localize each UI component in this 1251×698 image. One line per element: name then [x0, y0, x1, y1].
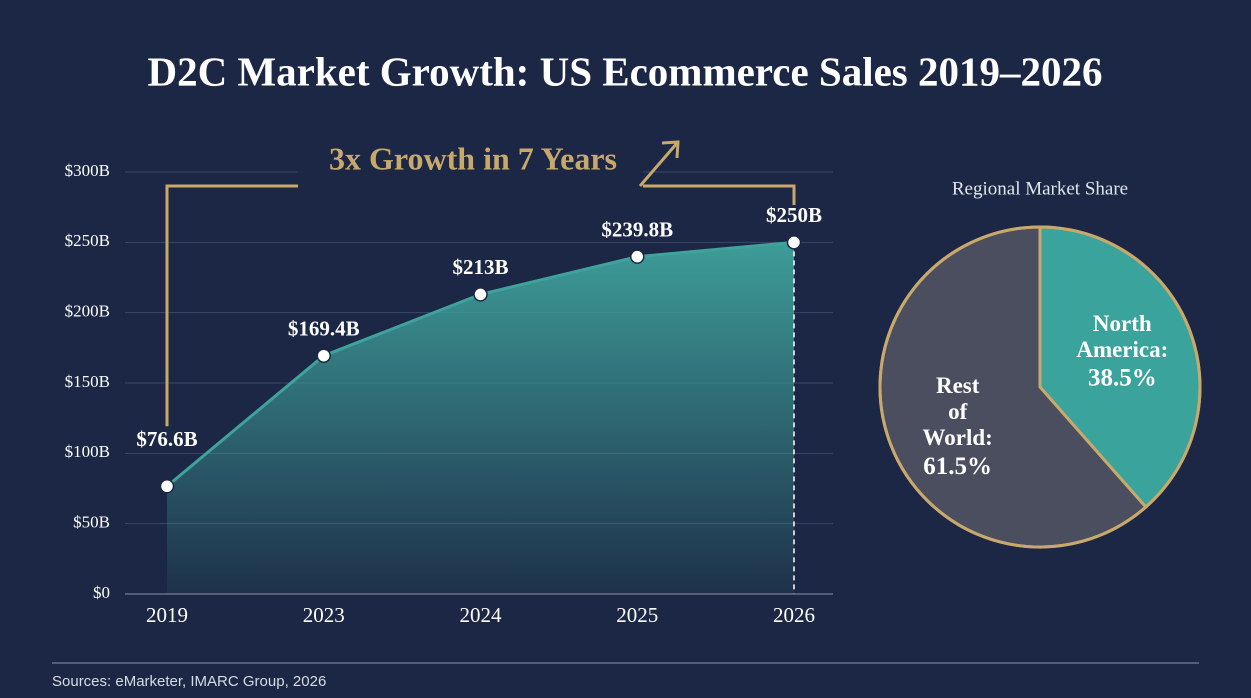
data-point [159, 478, 175, 494]
x-tick-label: 2025 [616, 603, 658, 627]
pie-border [878, 225, 1202, 549]
slice-value-label: 61.5% [923, 453, 992, 480]
y-tick-label: $150B [65, 372, 110, 391]
slice-label: North America: [1076, 311, 1168, 362]
annotation-arrow [638, 140, 680, 187]
data-point [786, 235, 802, 250]
value-label: $76.6B [136, 427, 197, 451]
data-point [630, 249, 645, 264]
y-tick-label: $100B [65, 442, 110, 461]
x-tick-label: 2026 [773, 603, 815, 627]
x-tick-label: 2019 [146, 603, 188, 627]
value-label: $239.8B [601, 217, 673, 241]
y-tick-label: $200B [65, 302, 110, 321]
y-tick-label: $300B [65, 161, 110, 180]
value-label: $213B [452, 255, 508, 279]
data-point [316, 348, 331, 363]
source-note: Sources: eMarketer, IMARC Group, 2026 [52, 673, 326, 690]
pie-chart: Regional Market Share North America: 38.5% R… [878, 178, 1202, 549]
annotation: 3x Growth in 7 Years [329, 140, 617, 176]
line-chart: $0 $50B $100B $150B $200B $250B $300B 3x Growth… [65, 140, 833, 627]
y-tick-label: $250B [65, 231, 110, 250]
slice-value-label: 38.5% [1088, 365, 1157, 392]
page-title: D2C Market Growth: US Ecommerce Sales 20… [148, 48, 1103, 94]
slice-label: Rest of World: [923, 373, 993, 450]
value-label: $250B [766, 203, 822, 227]
pie-title: Regional Market Share [952, 178, 1128, 199]
data-point [473, 287, 488, 302]
annotation-bg [298, 170, 643, 200]
x-tick-label: 2024 [460, 603, 503, 627]
y-tick-label: $0 [93, 583, 110, 602]
value-label: $169.4B [288, 317, 360, 341]
y-tick-label: $50B [73, 513, 110, 532]
area-fill [167, 242, 794, 595]
x-tick-label: 2023 [303, 603, 345, 627]
